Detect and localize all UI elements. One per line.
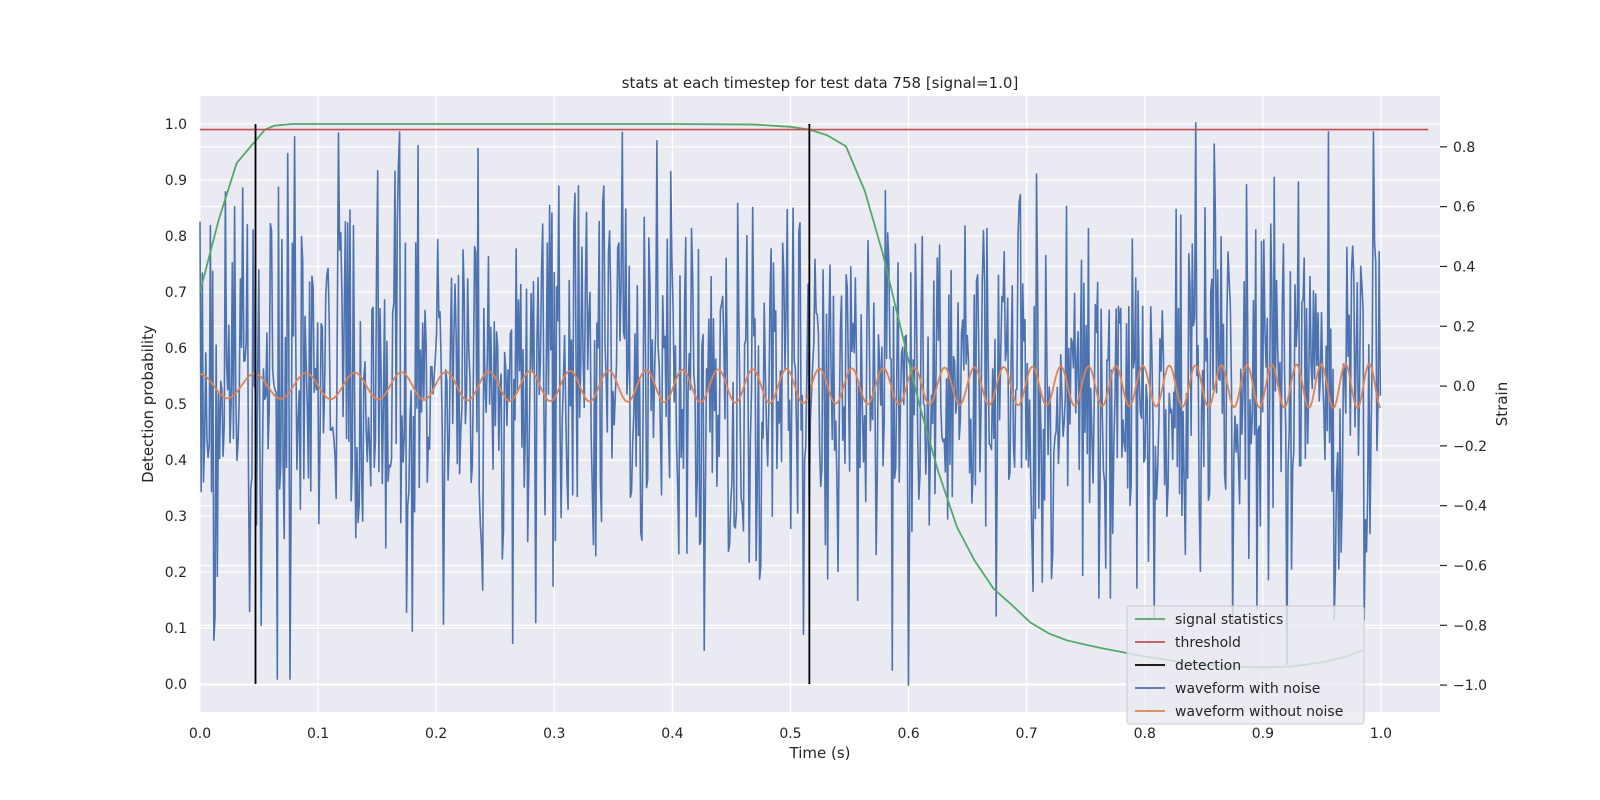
y-axis-title: Detection probability [139,325,157,483]
x-tick-label: 0.1 [307,726,329,742]
legend-label: signal statistics [1175,612,1283,628]
y-tick-label: 0.1 [165,621,187,637]
x-tick-label: 0.6 [897,726,919,742]
y-axis-left: 0.0 0.1 0.2 0.3 0.4 0.5 0.6 0.7 0.8 0.9 1.0 [165,117,187,693]
x-tick-label: 0.8 [1134,726,1156,742]
series-waveform-with-noise [199,122,1382,686]
legend-label: threshold [1175,635,1241,651]
x-tick-label: 0.2 [425,726,447,742]
y2-tick-label: −0.4 [1453,499,1487,515]
y-axis-right: −1.0 −0.8 −0.6 −0.4 −0.2 0.0 0.2 0.4 0.6 0.8 [1440,140,1487,694]
x-tick-label: 0.7 [1016,726,1038,742]
y-tick-label: 0.8 [165,229,187,245]
series-waveform-without-noise [199,362,1382,410]
y-tick-label: 0.6 [165,341,187,357]
legend-label: detection [1175,658,1241,674]
y2-tick-label: 0.8 [1453,140,1475,156]
y2-tick-label: 0.2 [1453,319,1475,335]
y-tick-label: 0.9 [165,173,187,189]
x-tick-label: 0.0 [189,726,211,742]
x-tick-label: 0.3 [543,726,565,742]
y-tick-label: 0.0 [165,677,187,693]
y2-tick-label: 0.0 [1453,379,1475,395]
legend-label: waveform without noise [1175,704,1343,720]
y2-tick-label: 0.4 [1453,259,1475,275]
y-tick-label: 0.3 [165,509,187,525]
y-tick-label: 0.2 [165,565,187,581]
y-tick-label: 0.4 [165,453,187,469]
x-tick-label: 0.5 [779,726,801,742]
legend-label: waveform with noise [1175,681,1320,697]
legend-box [1126,605,1365,725]
y2-tick-label: −0.8 [1453,618,1487,634]
legend: signal statistics threshold detection wavef… [1126,605,1365,725]
y2-tick-label: −0.6 [1453,558,1487,574]
y-tick-label: 0.5 [165,397,187,413]
x-tick-label: 0.4 [661,726,683,742]
chart-title: stats at each timestep for test data 758… [622,74,1019,92]
y2-tick-label: −1.0 [1453,678,1487,694]
x-tick-label: 1.0 [1370,726,1392,742]
y2-tick-label: 0.6 [1453,200,1475,216]
x-axis-title: Time (s) [789,744,851,762]
y-tick-label: 1.0 [165,117,187,133]
y-tick-label: 0.7 [165,285,187,301]
y2-axis-title: Strain [1493,382,1511,426]
x-tick-label: 0.9 [1252,726,1274,742]
x-axis: 0.0 0.1 0.2 0.3 0.4 0.5 0.6 0.7 0.8 0.9 1.0 [189,726,1392,742]
y2-tick-label: −0.2 [1453,439,1487,455]
